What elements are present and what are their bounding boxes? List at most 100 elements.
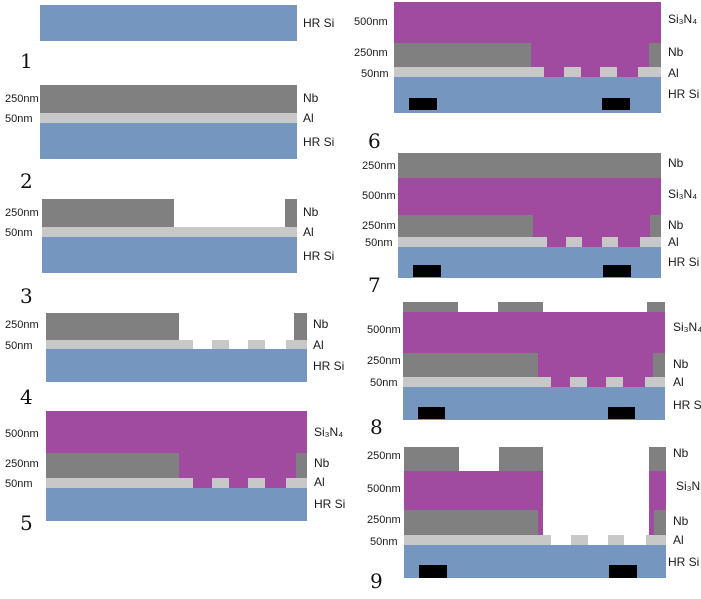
al-island: [564, 67, 581, 77]
si3n4-label: Si₃N₄: [676, 479, 701, 493]
thickness-label-50nm: 50nm: [5, 478, 33, 490]
nb-layer-right: [653, 353, 665, 377]
thickness-label-250nm: 250nm: [5, 93, 39, 105]
al-label: Al: [668, 235, 679, 249]
al-layer: [398, 237, 547, 247]
hr-si-label: HR Si: [673, 398, 701, 412]
al-island: [606, 377, 623, 387]
step-number: 8: [370, 415, 383, 439]
thickness-label-500nm: 500nm: [362, 190, 396, 202]
al-layer: [403, 377, 551, 387]
hr-si-substrate: [46, 349, 307, 382]
hr-si-label: HR Si: [668, 555, 699, 569]
nb-label: Nb: [673, 357, 689, 371]
si3n4-layer: [398, 178, 661, 247]
nb-top-layer: [398, 153, 661, 178]
black-pad: [413, 265, 441, 277]
al-label: Al: [303, 225, 314, 239]
step-number: 5: [20, 511, 33, 535]
black-pad: [608, 407, 635, 419]
nb-label: Nb: [303, 205, 319, 219]
nb-layer-left: [42, 199, 174, 227]
thickness-label-50nm: 50nm: [361, 68, 389, 80]
nb-top-segment: [499, 447, 543, 471]
al-island: [571, 535, 588, 545]
al-layer: [40, 113, 297, 123]
nb-layer-left: [398, 215, 533, 237]
nb-layer-right: [296, 453, 307, 478]
thickness-label-500nm: 500nm: [367, 324, 401, 336]
al-island: [248, 340, 265, 349]
si3n4-layer: [394, 2, 661, 77]
si3n4-layer: [403, 312, 665, 387]
nb-top-segment: [649, 447, 666, 471]
thickness-label-250nm: 250nm: [354, 47, 388, 59]
thickness-label-250nm: 250nm: [367, 450, 401, 462]
step-number: 6: [368, 129, 381, 153]
thickness-label-50nm: 50nm: [370, 377, 398, 389]
al-label: Al: [673, 533, 684, 547]
nb-label: Nb: [673, 514, 689, 528]
nb-label: Nb: [673, 446, 689, 460]
al-island: [602, 237, 618, 247]
al-layer: [46, 340, 193, 349]
nb-layer-left: [394, 43, 531, 67]
nb-layer-right: [650, 215, 661, 237]
thickness-label-250nm: 250nm: [5, 207, 39, 219]
al-layer: [42, 227, 297, 237]
thickness-label-250nm: 250nm: [362, 160, 396, 172]
al-island: [248, 478, 265, 488]
step-number: 2: [20, 169, 33, 193]
thickness-label-50nm: 50nm: [5, 227, 33, 239]
hr-si-substrate: [46, 488, 307, 521]
thickness-label-50nm: 50nm: [5, 113, 33, 125]
al-layer: [638, 67, 661, 77]
black-pad: [603, 265, 631, 277]
al-label: Al: [668, 66, 679, 80]
thickness-label-500nm: 500nm: [354, 16, 388, 28]
al-layer: [286, 478, 307, 488]
al-island: [570, 377, 587, 387]
thickness-label-250nm: 250nm: [362, 220, 396, 232]
step-number: 4: [20, 385, 33, 409]
al-label: Al: [314, 475, 325, 489]
nb-layer: [40, 85, 297, 113]
al-layer: [286, 340, 307, 349]
hr-si-substrate: [42, 237, 297, 273]
al-layer: [394, 67, 544, 77]
si3n4-label: Si₃N₄: [314, 425, 343, 439]
thickness-label-50nm: 50nm: [5, 340, 33, 352]
black-pad: [418, 407, 445, 419]
nb-top-segment: [498, 302, 543, 312]
black-pad: [602, 98, 630, 110]
nb-label: Nb: [313, 317, 329, 331]
al-island: [600, 67, 617, 77]
si3n4-label: Si₃N₄: [668, 12, 697, 26]
thickness-label-250nm: 250nm: [5, 319, 39, 331]
nb-top-segment: [403, 302, 458, 312]
hr-si-label: HR Si: [668, 87, 699, 101]
si3n4-layer: [46, 411, 307, 488]
step-number: 3: [20, 284, 33, 308]
si3n4-block-left: [404, 471, 543, 535]
thickness-label-250nm: 250nm: [5, 458, 39, 470]
hr-si-label: HR Si: [303, 135, 334, 149]
nb-layer-right: [649, 43, 661, 67]
nb-label: Nb: [303, 91, 319, 105]
nb-label: Nb: [668, 218, 684, 232]
nb-layer-right: [285, 199, 297, 227]
al-label: Al: [303, 111, 314, 125]
hr-si-label: HR Si: [313, 359, 344, 373]
thickness-label-250nm: 250nm: [367, 514, 401, 526]
hr-si-label: HR Si: [303, 249, 334, 263]
al-layer: [645, 377, 665, 387]
thickness-label-500nm: 500nm: [367, 483, 401, 495]
thickness-label-50nm: 50nm: [365, 237, 393, 249]
al-layer: [640, 237, 661, 247]
nb-layer-right: [654, 510, 666, 535]
si3n4-label: Si₃N₄: [668, 187, 697, 201]
step-number: 7: [368, 273, 381, 297]
al-layer: [404, 535, 551, 545]
hr-si-label: HR Si: [314, 497, 345, 511]
